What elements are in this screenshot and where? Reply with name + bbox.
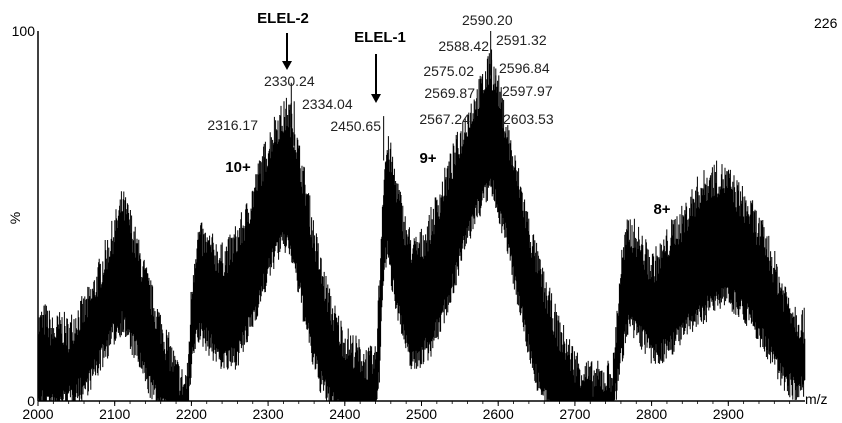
x-tick-label: 2100 <box>99 406 130 422</box>
x-tick-label: 2800 <box>636 406 667 422</box>
x-tick-label: 2300 <box>253 406 284 422</box>
peak-label: 2588.42 <box>438 38 489 54</box>
corner-label: 226 <box>814 15 838 31</box>
spectrum-layer <box>37 31 806 401</box>
species-label: ELEL-1 <box>354 29 406 46</box>
charge-state-label: 8+ <box>653 201 670 218</box>
x-tick-label: 2400 <box>329 406 360 422</box>
x-tick-label: 2900 <box>713 406 744 422</box>
arrow-head <box>282 61 292 70</box>
arrow-head <box>371 94 381 103</box>
ticks-layer: 2000 2100 2200 2300 2400 2500 2600 2700 2800 2900… <box>12 23 791 422</box>
labels-layer: 2316.17 2330.24 2334.04 2450.65 2567.24 2569.… <box>207 10 670 218</box>
y-tick-label: 100 <box>12 23 36 39</box>
peak-label: 2569.87 <box>424 85 475 101</box>
charge-state-label: 10+ <box>225 159 251 176</box>
peak-label: 2330.24 <box>264 73 315 89</box>
peak-label: 2575.02 <box>423 63 474 79</box>
peak-label: 2596.84 <box>499 60 550 76</box>
x-tick-label: 2600 <box>483 406 514 422</box>
x-tick-label: 2700 <box>559 406 590 422</box>
x-tick-label: 2500 <box>406 406 437 422</box>
peak-label: 2590.20 <box>462 12 513 28</box>
x-tick-label: 2000 <box>22 406 53 422</box>
peak-label: 2450.65 <box>330 118 381 134</box>
x-tick-label: 2200 <box>176 406 207 422</box>
x-axis-label: m/z <box>805 391 828 407</box>
peak-label: 2603.53 <box>503 111 554 127</box>
y-axis-label: % <box>7 212 23 224</box>
peak-label: 2334.04 <box>302 96 353 112</box>
spectrum-trace <box>37 56 806 401</box>
peak-label: 2316.17 <box>207 117 258 133</box>
species-label: ELEL-2 <box>257 10 309 27</box>
charge-state-label: 9+ <box>419 150 436 167</box>
peak-label: 2597.97 <box>502 83 553 99</box>
peak-label: 2567.24 <box>419 111 470 127</box>
peak-label: 2591.32 <box>496 32 547 48</box>
y-tick-label: 0 <box>27 393 35 409</box>
